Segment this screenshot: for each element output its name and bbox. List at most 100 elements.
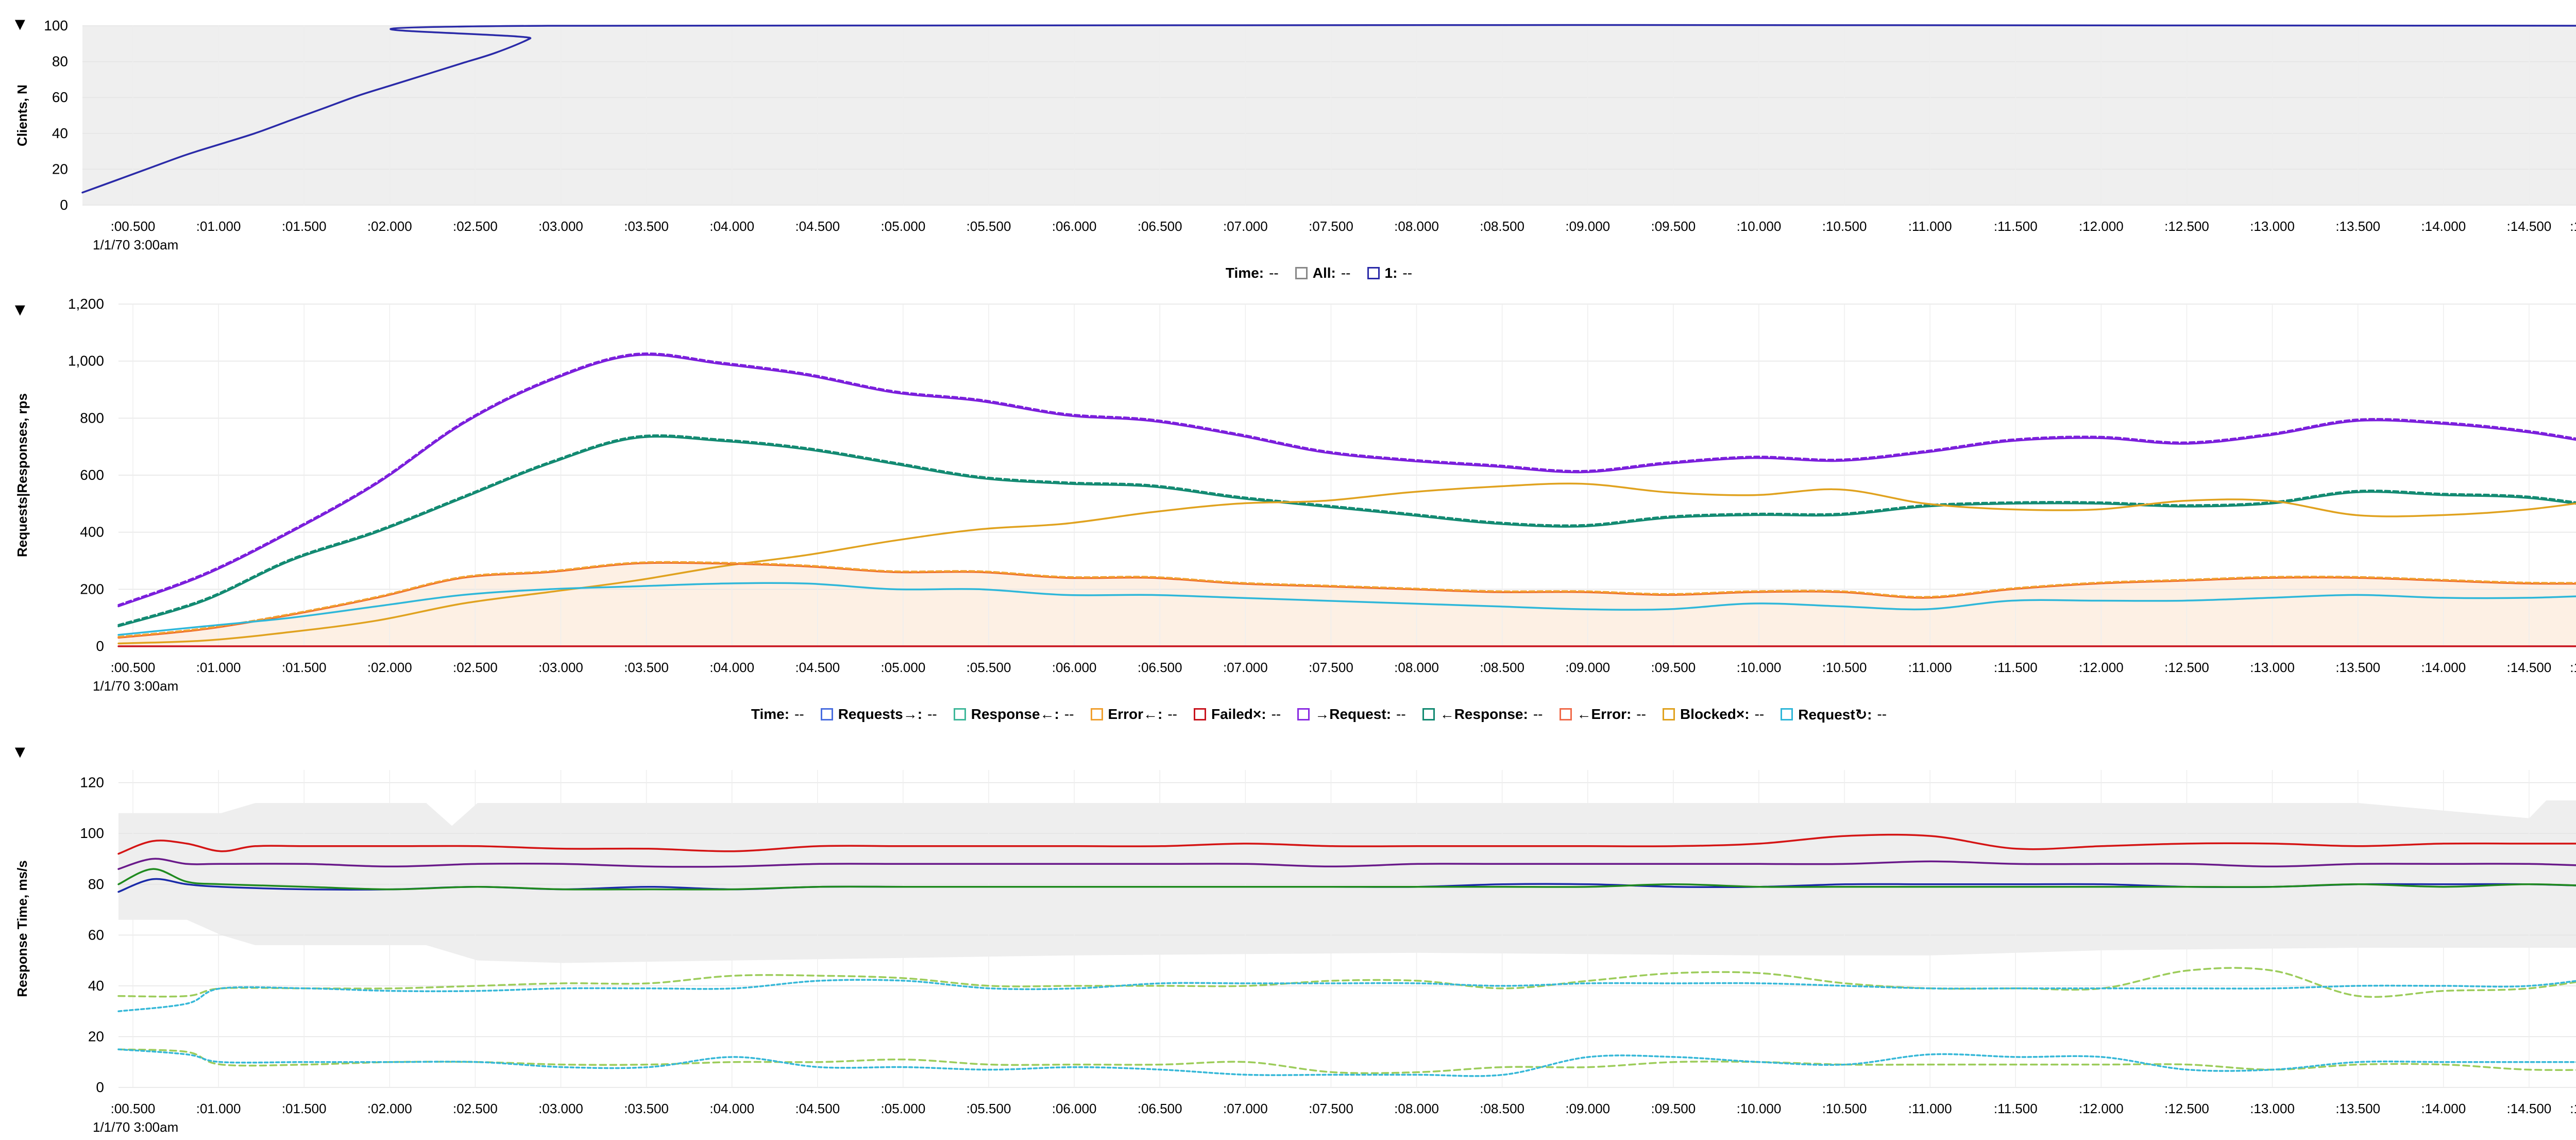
legend-item-failed[interactable]: Failed×: -- bbox=[1193, 706, 1281, 723]
x-tick-label: :08.000 bbox=[1394, 660, 1439, 675]
legend-item-label: All: bbox=[1312, 265, 1336, 281]
x-tick-label: :08.500 bbox=[1480, 219, 1524, 234]
x-tick-label: :13.500 bbox=[2335, 660, 2380, 675]
x-tick-label: :04.000 bbox=[709, 219, 754, 234]
legend-item-request-retry[interactable]: Request↻: -- bbox=[1781, 706, 1887, 723]
x-tick-label: :06.000 bbox=[1052, 660, 1097, 675]
x-tick-label: :14.500 bbox=[2507, 219, 2552, 234]
y-tick-label: 60 bbox=[88, 927, 104, 943]
y-axis-label: Response Time, ms/s bbox=[14, 860, 30, 997]
x-tick-label: :01.500 bbox=[282, 660, 327, 675]
x-tick-label: :03.000 bbox=[538, 660, 583, 675]
collapse-toggle-icon[interactable]: ▼ bbox=[11, 300, 29, 320]
legend-item-label: ←Response: bbox=[1439, 706, 1528, 722]
legend-item-error-in[interactable]: Error←: -- bbox=[1090, 706, 1177, 723]
series-line-1 bbox=[117, 354, 2576, 608]
y-tick-label: 200 bbox=[80, 581, 104, 597]
y-tick-label: 20 bbox=[52, 161, 68, 177]
x-tick-label: :09.500 bbox=[1651, 1101, 1696, 1116]
x-tick-label: :06.000 bbox=[1052, 219, 1097, 234]
x-tick-label: :05.500 bbox=[967, 219, 1011, 234]
x-tick-label: :05.000 bbox=[881, 219, 926, 234]
x-tick-label: :01.000 bbox=[196, 1101, 241, 1116]
x-tick-label: :14.000 bbox=[2421, 660, 2466, 675]
series-line-8 bbox=[117, 1048, 2576, 1077]
collapse-toggle-icon[interactable]: ▼ bbox=[11, 14, 29, 34]
legend-item-response-in[interactable]: Response←: -- bbox=[953, 706, 1074, 723]
x-tick-label: :14.500 bbox=[2507, 660, 2552, 675]
legend-swatch bbox=[953, 708, 966, 720]
legend-swatch bbox=[1662, 708, 1675, 720]
x-tick-label: :14.500 bbox=[2507, 1101, 2552, 1116]
legend-item-all[interactable]: All: -- bbox=[1295, 265, 1351, 281]
x-tick-label: :10.000 bbox=[1737, 1101, 1782, 1116]
y-axis-label: Requests|Responses, rps bbox=[14, 393, 30, 557]
legend-item-value: -- bbox=[1167, 706, 1177, 722]
legend-swatch bbox=[1295, 267, 1308, 279]
x-tick-label: :13.500 bbox=[2335, 1101, 2380, 1116]
x-tick-label: :12.000 bbox=[2079, 1101, 2124, 1116]
legend-item-response-received[interactable]: ←Response: -- bbox=[1422, 706, 1543, 723]
y-tick-label: 60 bbox=[52, 89, 68, 105]
date-label: 1/1/70 3:00am bbox=[93, 678, 178, 694]
legend-item-label: Blocked×: bbox=[1680, 706, 1750, 722]
series-line-3 bbox=[117, 435, 2576, 628]
legend-item-value: -- bbox=[1396, 706, 1406, 722]
legend-item-requests-out[interactable]: Requests→: -- bbox=[820, 706, 937, 723]
legend-item-value: -- bbox=[1064, 706, 1074, 722]
x-tick-label: :05.500 bbox=[967, 1101, 1011, 1116]
x-tick-label: :09.000 bbox=[1565, 1101, 1610, 1116]
series-line-2 bbox=[117, 352, 2576, 606]
series-line-1 bbox=[117, 833, 2576, 855]
x-tick-label: :15.000 bbox=[2570, 219, 2576, 234]
legend-item-request-sent[interactable]: →Request: -- bbox=[1297, 706, 1406, 723]
x-tick-label: :06.000 bbox=[1052, 1101, 1097, 1116]
legend-swatch bbox=[1090, 708, 1103, 720]
y-tick-label: 0 bbox=[60, 197, 68, 213]
y-tick-label: 40 bbox=[52, 125, 68, 141]
legend-time: Time: -- bbox=[751, 706, 804, 723]
x-tick-label: :02.000 bbox=[367, 660, 412, 675]
x-tick-label: :00.500 bbox=[111, 219, 156, 234]
y-tick-label: 100 bbox=[80, 825, 104, 841]
legend-item-label: Error←: bbox=[1108, 706, 1163, 722]
x-tick-label: :03.500 bbox=[624, 219, 669, 234]
legend-time-value: -- bbox=[794, 706, 804, 722]
y-tick-label: 100 bbox=[44, 18, 68, 33]
x-tick-label: :07.000 bbox=[1223, 219, 1268, 234]
x-tick-label: :11.500 bbox=[1994, 660, 2038, 675]
series-line-5 bbox=[117, 967, 2576, 998]
legend-item-error-received[interactable]: ←Error: -- bbox=[1559, 706, 1646, 723]
x-tick-label: :14.000 bbox=[2421, 1101, 2466, 1116]
legend-rps: Time: -- Requests→: -- Response←: -- Err… bbox=[0, 703, 2576, 726]
y-tick-label: 80 bbox=[52, 54, 68, 70]
x-tick-label: :11.500 bbox=[1994, 219, 2038, 234]
x-tick-label: :05.500 bbox=[967, 660, 1011, 675]
legend-item-blocked[interactable]: Blocked×: -- bbox=[1662, 706, 1764, 723]
legend-item-value: -- bbox=[1877, 706, 1887, 722]
collapse-toggle-icon[interactable]: ▼ bbox=[11, 742, 29, 762]
x-tick-label: :06.500 bbox=[1138, 1101, 1182, 1116]
shaded-band-1 bbox=[82, 26, 2576, 205]
chart-panel-3: ▼ 0 20 40 60 80 100 120:00.500:01.000:01.500:02… bbox=[11, 742, 2576, 1135]
x-tick-label: :09.500 bbox=[1651, 660, 1696, 675]
y-axis-label: Clients, N bbox=[14, 85, 30, 146]
legend-item-value: -- bbox=[1402, 265, 1413, 281]
x-tick-label: :02.500 bbox=[453, 660, 498, 675]
x-tick-label: :14.000 bbox=[2421, 219, 2466, 234]
x-tick-label: :00.500 bbox=[111, 1101, 156, 1116]
x-tick-label: :10.000 bbox=[1737, 660, 1782, 675]
x-tick-label: :10.500 bbox=[1822, 1101, 1867, 1116]
y-tick-label: 120 bbox=[80, 775, 104, 791]
x-tick-label: :12.000 bbox=[2079, 219, 2124, 234]
series-line-5 bbox=[117, 482, 2576, 645]
x-tick-label: :06.500 bbox=[1138, 219, 1182, 234]
legend-swatch bbox=[1297, 708, 1310, 720]
legend-item-1[interactable]: 1: -- bbox=[1367, 265, 1413, 281]
legend-item-label: Requests→: bbox=[838, 706, 923, 722]
x-tick-label: :12.500 bbox=[2164, 1101, 2209, 1116]
x-tick-label: :09.000 bbox=[1565, 219, 1610, 234]
legend-item-value: -- bbox=[1341, 265, 1351, 281]
x-tick-label: :07.000 bbox=[1223, 1101, 1268, 1116]
legend-item-value: -- bbox=[1533, 706, 1543, 722]
